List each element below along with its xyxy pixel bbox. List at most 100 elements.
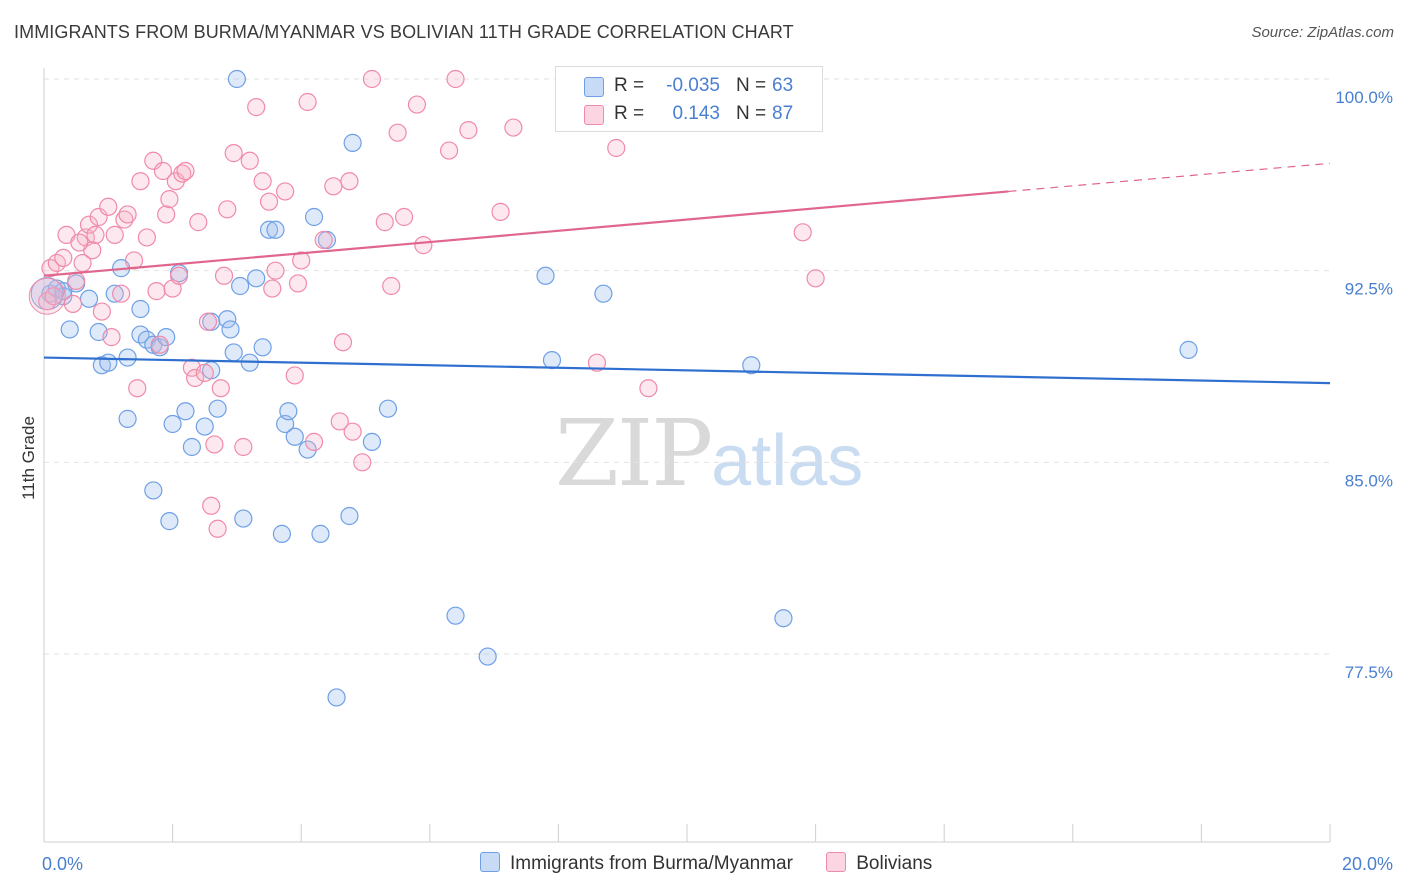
bolivian-point (343, 422, 362, 441)
y-tick-label: 100.0% (1335, 88, 1393, 107)
bolivian-point (459, 121, 478, 140)
watermark-zip: ZIP (555, 400, 713, 507)
bolivian-point (118, 205, 137, 224)
bolivian-point (259, 192, 279, 211)
legend-label-bolivians: Bolivians (856, 853, 933, 874)
bolivian-point (388, 123, 407, 142)
bolivian-point (324, 177, 343, 196)
bolivian-trend-extension (1008, 162, 1331, 193)
burma-point (227, 69, 246, 89)
burma-point (343, 133, 362, 152)
bolivian-point (214, 266, 234, 285)
burma-point (378, 399, 398, 418)
x-tick-label: 0.0% (42, 854, 83, 874)
burma-point (99, 353, 118, 372)
bolivian-point (150, 335, 169, 354)
bolivian-point (446, 69, 465, 89)
bolivian-point (330, 412, 349, 431)
burma-point (1179, 340, 1198, 359)
bolivian-point (353, 453, 372, 472)
burma-point (594, 284, 613, 303)
legend-r-value: -0.035 (666, 75, 720, 96)
legend-row-burma: R = -0.035 N = 63 (556, 71, 822, 103)
bolivian-point (147, 282, 166, 301)
burma-point (279, 402, 298, 421)
bolivian-point (128, 379, 147, 398)
burma-point (362, 432, 382, 451)
burma-point (118, 409, 137, 428)
x-tick-labels: 0.0% 20.0% (42, 854, 1393, 874)
burma-point (221, 320, 240, 339)
bolivian-point (263, 279, 282, 298)
legend-r-value: 0.143 (672, 103, 720, 124)
legend-swatch-bolivians (826, 852, 847, 872)
bolivian-point (806, 269, 825, 288)
gridlines (44, 78, 1330, 655)
series-burma (30, 69, 1198, 707)
bolivian-point (793, 223, 812, 242)
burma-point (182, 437, 201, 457)
bolivian-point (208, 519, 227, 538)
bolivian-point (491, 202, 510, 221)
burma-point (253, 338, 272, 357)
legend-r-label: R = (614, 103, 645, 124)
bolivian-point (292, 251, 311, 270)
bolivian-point (160, 190, 179, 209)
bolivian-point (414, 236, 433, 255)
bolivian-point (176, 161, 195, 181)
burma-point (224, 343, 243, 362)
bolivian-point (234, 437, 253, 457)
bolivian-point (276, 182, 295, 201)
bolivian-point (304, 432, 324, 451)
bolivian-point (314, 230, 333, 250)
watermark: ZIPatlas (555, 400, 863, 507)
burma-point (774, 609, 793, 628)
legend-row-bolivians: R = 0.143 N = 87 (556, 99, 822, 131)
x-tick-label: 20.0% (1342, 854, 1393, 874)
correlation-legend: R = -0.035 N = 63 R = 0.143 N = 87 (555, 66, 823, 132)
source-label: Source: ZipAtlas.com (1251, 24, 1394, 41)
bolivian-point (333, 333, 353, 352)
bolivian-point (70, 233, 89, 252)
burma-point (259, 220, 279, 239)
legend-swatch-bolivians (584, 105, 604, 125)
burma-point (79, 289, 99, 308)
bolivian-point (99, 197, 118, 216)
burma-point (176, 402, 195, 421)
bolivian-point (186, 368, 205, 388)
burma-point (311, 524, 330, 543)
bolivian-point (86, 225, 105, 244)
burma-point (231, 276, 250, 296)
y-tick-label: 77.5% (1345, 663, 1393, 682)
legend-item-bolivians[interactable]: Bolivians (826, 852, 932, 875)
bolivian-point (67, 271, 86, 290)
bolivian-point (105, 225, 124, 244)
burma-point (285, 427, 304, 446)
legend-n-value: 87 (772, 103, 794, 124)
bolivian-point (153, 161, 173, 181)
legend-item-burma[interactable]: Immigrants from Burma/Myanmar (480, 852, 793, 875)
bolivian-point (195, 363, 214, 382)
bolivian-point (173, 164, 192, 183)
bolivian-point (115, 210, 134, 229)
bolivian-point (285, 366, 304, 385)
bolivian-cluster-point (28, 277, 66, 315)
bolivian-point (211, 379, 230, 398)
bolivian-point (157, 205, 176, 224)
bolivian-point (102, 328, 121, 347)
burma-point (327, 688, 346, 707)
trend-lines (43, 162, 1331, 385)
bolivian-point (218, 200, 237, 219)
burma-point (478, 647, 497, 666)
burma-point (60, 320, 79, 339)
bolivian-point (288, 274, 308, 293)
bolivian-point (63, 294, 83, 313)
legend-n-value: 63 (772, 75, 794, 96)
axes (43, 68, 1331, 843)
burma-point (304, 207, 324, 227)
burma-point (208, 399, 227, 418)
y-axis-label: 11th Grade (19, 416, 38, 500)
bolivian-point (137, 228, 156, 247)
bolivian-point (247, 98, 266, 117)
burma-point (234, 509, 253, 528)
